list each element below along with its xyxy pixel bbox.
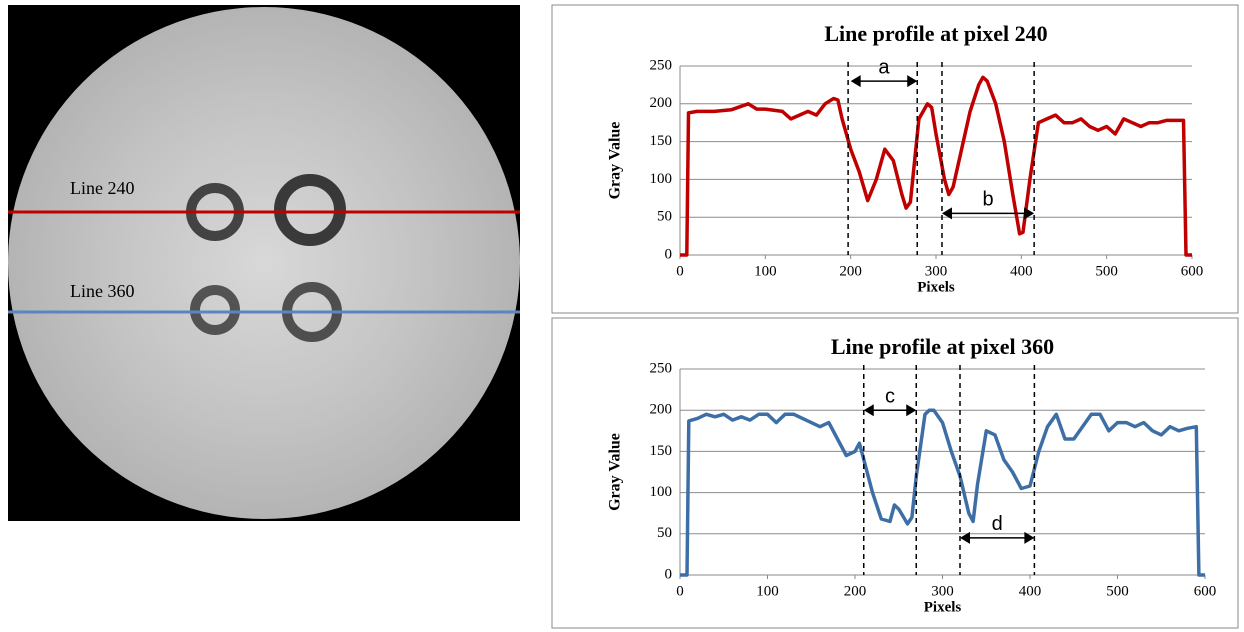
- y-tick-label: 250: [650, 57, 673, 73]
- y-tick-label: 200: [650, 402, 673, 418]
- y-tick-label: 250: [650, 360, 673, 376]
- ct-image: Line 240 Line 360: [8, 5, 520, 521]
- annotation-label: d: [992, 513, 1003, 535]
- figure: Line 240 Line 360 Line profile at pixel …: [0, 0, 1244, 632]
- y-tick-label: 0: [665, 246, 673, 262]
- chart-title: Line profile at pixel 240: [824, 21, 1047, 46]
- x-tick-label: 300: [925, 263, 948, 279]
- y-tick-label: 100: [650, 484, 673, 500]
- x-tick-label: 500: [1095, 263, 1118, 279]
- chart-title: Line profile at pixel 360: [831, 334, 1054, 359]
- y-axis-label: Gray Value: [607, 433, 624, 511]
- x-tick-label: 100: [754, 263, 777, 279]
- image-label: Line 240: [70, 178, 135, 198]
- y-tick-label: 50: [657, 525, 672, 541]
- y-axis-label: Gray Value: [607, 122, 624, 200]
- x-axis-label: Pixels: [917, 279, 955, 295]
- arrow-head: [906, 404, 916, 416]
- y-tick-label: 0: [665, 566, 673, 582]
- x-tick-label: 200: [839, 263, 862, 279]
- arrow-head: [907, 75, 917, 87]
- y-tick-label: 100: [650, 171, 673, 187]
- x-tick-label: 300: [931, 583, 954, 599]
- arrow-head: [851, 75, 861, 87]
- y-tick-label: 200: [650, 95, 673, 111]
- y-tick-label: 50: [657, 209, 672, 225]
- x-tick-label: 500: [1106, 583, 1129, 599]
- x-tick-label: 0: [676, 263, 684, 279]
- y-tick-label: 150: [650, 443, 673, 459]
- page: Line 240 Line 360 Line profile at pixel …: [0, 0, 1244, 632]
- x-tick-label: 400: [1019, 583, 1042, 599]
- x-tick-label: 200: [844, 583, 867, 599]
- chart-panel: [552, 5, 1238, 313]
- image-label: Line 360: [70, 281, 135, 301]
- x-tick-label: 600: [1181, 263, 1204, 279]
- arrow-head: [864, 404, 874, 416]
- annotation-label: a: [878, 56, 890, 78]
- annotation-label: c: [885, 385, 895, 407]
- x-tick-label: 600: [1194, 583, 1217, 599]
- annotation-label: b: [982, 189, 993, 211]
- x-tick-label: 0: [676, 583, 684, 599]
- x-tick-label: 400: [1010, 263, 1033, 279]
- x-axis-label: Pixels: [924, 599, 962, 615]
- x-tick-label: 100: [756, 583, 779, 599]
- y-tick-label: 150: [650, 133, 673, 149]
